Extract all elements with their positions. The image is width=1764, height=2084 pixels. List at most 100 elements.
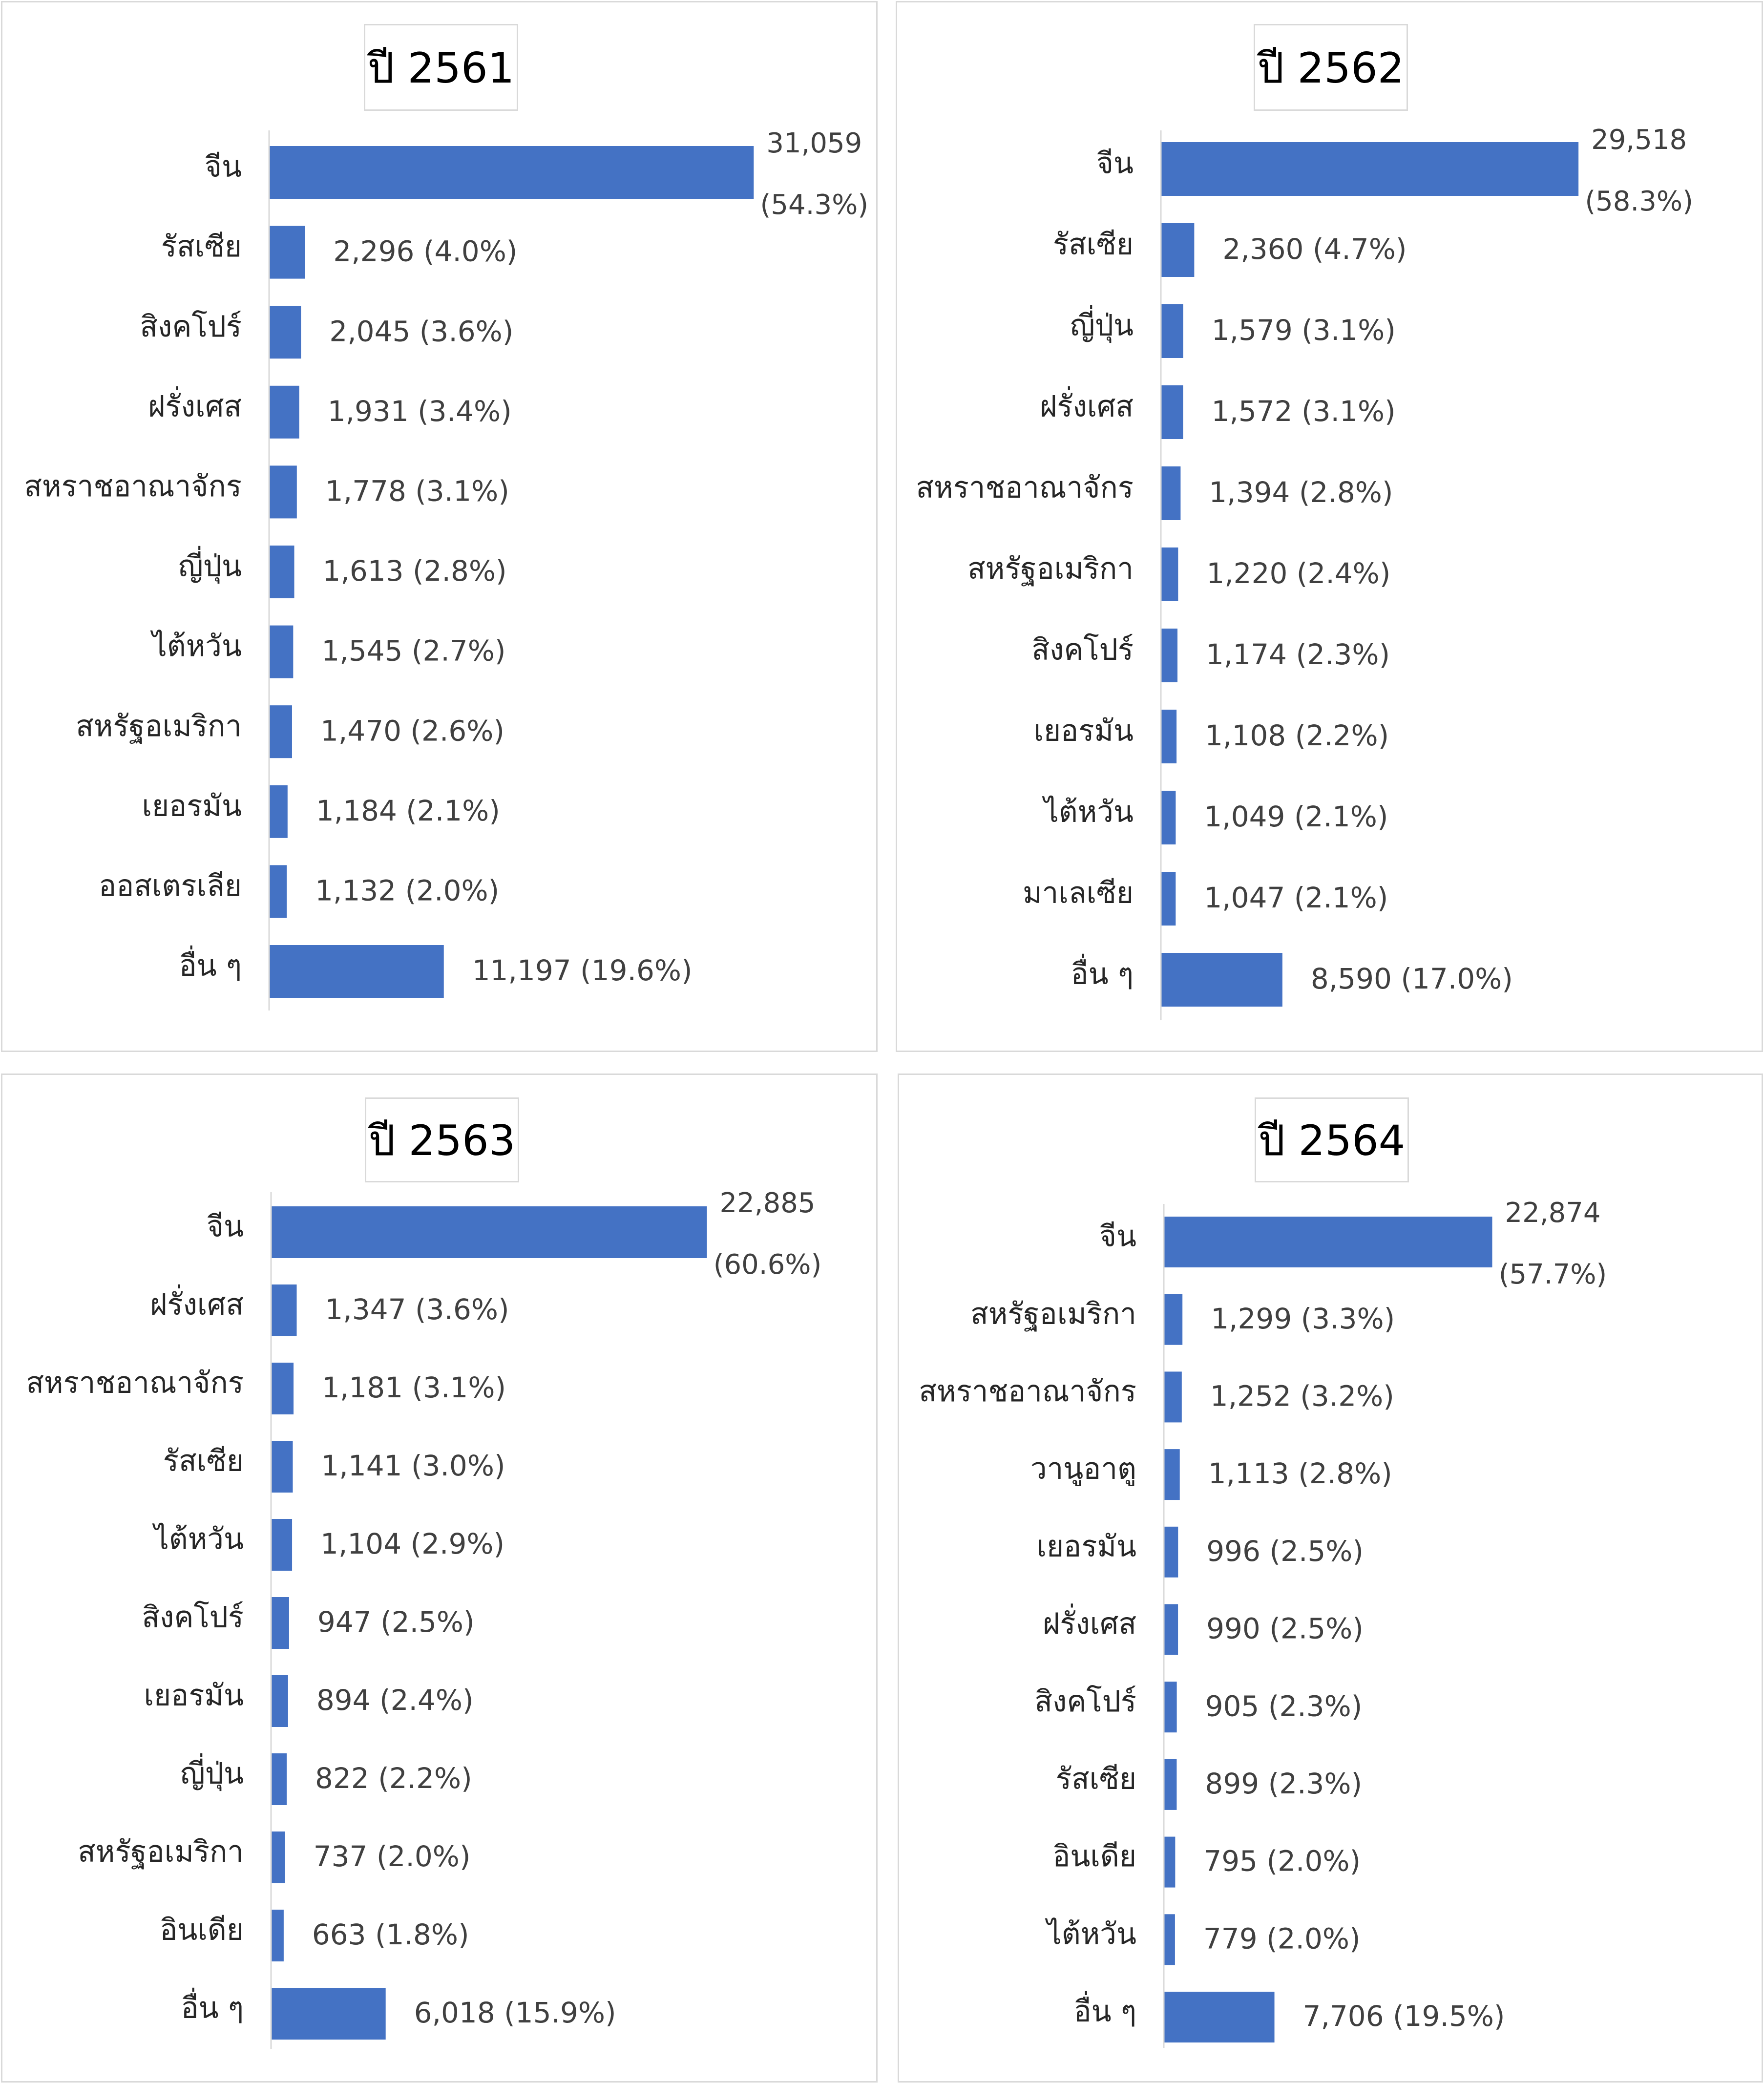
data-label: 1,108 (2.2%) — [1205, 719, 1389, 752]
category-label: ญี่ปุ่น — [178, 546, 242, 584]
category-label: สิงคโปร์ — [142, 1600, 244, 1635]
bar — [269, 146, 754, 199]
category-label: สิงคโปร์ — [1034, 1684, 1136, 1719]
bar — [1164, 1371, 1182, 1423]
data-label: 1,220 (2.4%) — [1206, 557, 1390, 590]
category-label: เยอรมัน — [1034, 714, 1134, 748]
data-label: 11,197 (19.6%) — [472, 954, 693, 987]
category-label: สหราชอาณาจักร — [916, 471, 1134, 505]
data-label: 1,613 (2.8%) — [323, 554, 507, 588]
category-label: อินเดีย — [160, 1913, 244, 1947]
category-label: ญี่ปุ่น — [1070, 305, 1134, 343]
chart-title: ปี 2564 — [1255, 1097, 1409, 1182]
data-label: 2,045 (3.6%) — [329, 315, 513, 348]
data-label: 1,252 (3.2%) — [1210, 1380, 1394, 1413]
bar — [1161, 872, 1176, 926]
bar — [1161, 629, 1178, 682]
category-label: ไต้หวัน — [152, 1522, 244, 1557]
category-label: สหราชอาณาจักร — [919, 1374, 1136, 1409]
data-label: 1,184 (2.1%) — [316, 794, 500, 827]
bar — [1164, 1526, 1178, 1578]
data-label: 737 (2.0%) — [314, 1840, 471, 1873]
data-label-percent: (60.6%) — [714, 1249, 822, 1281]
data-label: 22,874 — [1505, 1197, 1601, 1229]
chart-title: ปี 2561 — [364, 24, 518, 111]
bar — [1161, 304, 1183, 358]
data-label: 1,347 (3.6%) — [325, 1293, 509, 1326]
data-label: 1,579 (3.1%) — [1212, 314, 1396, 347]
bar — [269, 226, 305, 279]
chart-title: ปี 2563 — [365, 1097, 519, 1182]
data-label-percent: (58.3%) — [1585, 186, 1693, 217]
bar — [1164, 1914, 1175, 1965]
data-label: 1,174 (2.3%) — [1206, 638, 1390, 671]
bar — [269, 385, 299, 439]
category-label: ไต้หวัน — [1045, 1917, 1136, 1951]
category-label: สหรัฐอเมริกา — [76, 709, 242, 744]
bar — [271, 1363, 294, 1414]
bar — [269, 785, 288, 838]
data-label: 29,518 — [1591, 124, 1687, 156]
bar — [1161, 385, 1183, 439]
data-label: 996 (2.5%) — [1206, 1535, 1364, 1568]
category-label: สหรัฐอเมริกา — [78, 1835, 244, 1870]
chart-panel-2562: ปี 2562 จีน 29,518 (58.3%) รัสเซีย 2,360 (4.… — [896, 1, 1763, 1052]
bar — [271, 1441, 293, 1493]
bar — [1164, 1217, 1492, 1267]
bar — [271, 1753, 287, 1805]
category-label: สหรัฐอเมริกา — [967, 552, 1134, 587]
data-label: 1,572 (3.1%) — [1212, 395, 1396, 428]
category-label: รัสเซีย — [1053, 228, 1134, 262]
data-label: 822 (2.2%) — [315, 1762, 472, 1795]
category-label: อินเดีย — [1052, 1839, 1136, 1873]
bar — [1161, 223, 1195, 277]
category-label: ออสเตรเลีย — [99, 869, 242, 903]
bar — [271, 1206, 707, 1258]
data-label: 1,113 (2.8%) — [1208, 1457, 1392, 1490]
category-label: สหราชอาณาจักร — [26, 1366, 244, 1400]
bar — [269, 865, 287, 918]
category-label: มาเลเซีย — [1023, 876, 1134, 910]
bar — [271, 1988, 386, 2040]
bar — [1164, 1449, 1180, 1500]
data-label: 779 (2.0%) — [1203, 1922, 1361, 1955]
category-label: สหราชอาณาจักร — [24, 469, 242, 504]
data-label: 7,706 (19.5%) — [1303, 2000, 1505, 2033]
bar — [1161, 953, 1282, 1007]
bar — [271, 1519, 293, 1571]
data-label: 1,778 (3.1%) — [325, 475, 509, 508]
bar — [271, 1597, 289, 1649]
category-label: ฝรั่งเศส — [150, 1284, 244, 1322]
data-label: 894 (2.4%) — [316, 1684, 474, 1717]
data-label: 1,104 (2.9%) — [320, 1527, 504, 1560]
bar — [271, 1910, 284, 1961]
category-label: เยอรมัน — [144, 1679, 244, 1713]
data-label: 1,299 (3.3%) — [1211, 1302, 1395, 1335]
category-label: จีน — [207, 1210, 244, 1244]
data-label: 1,394 (2.8%) — [1209, 476, 1393, 509]
data-label: 31,059 — [766, 127, 862, 159]
bar — [271, 1831, 285, 1883]
data-label: 905 (2.3%) — [1205, 1689, 1363, 1723]
data-label: 1,047 (2.1%) — [1204, 881, 1388, 914]
chart-panel-2563: ปี 2563 จีน 22,885 (60.6%) ฝรั่งเศส 1,347 (3… — [1, 1074, 878, 2083]
bar — [1164, 1992, 1275, 2042]
data-label: 947 (2.5%) — [317, 1605, 475, 1639]
category-label: จีน — [1099, 1220, 1136, 1254]
bar — [1161, 466, 1181, 520]
bar — [1161, 547, 1178, 601]
category-label: สหรัฐอเมริกา — [970, 1297, 1136, 1331]
category-label: สิงคโปร์ — [1031, 633, 1134, 667]
bar — [271, 1284, 297, 1336]
category-label: ฝรั่งเศส — [148, 386, 242, 423]
category-label: ญี่ปุ่น — [180, 1753, 244, 1791]
bar — [271, 1675, 288, 1727]
bar — [269, 546, 294, 598]
bar-chart: จีน 29,518 (58.3%) รัสเซีย 2,360 (4.7%) ญี่ปุ… — [916, 124, 1693, 1020]
data-label: 899 (2.3%) — [1205, 1767, 1362, 1800]
data-label: 1,132 (2.0%) — [315, 874, 499, 907]
category-label: ไต้หวัน — [150, 629, 242, 663]
data-label: 1,141 (3.0%) — [321, 1449, 505, 1482]
category-label: จีน — [205, 150, 242, 184]
category-label: สิงคโปร์ — [140, 310, 242, 344]
